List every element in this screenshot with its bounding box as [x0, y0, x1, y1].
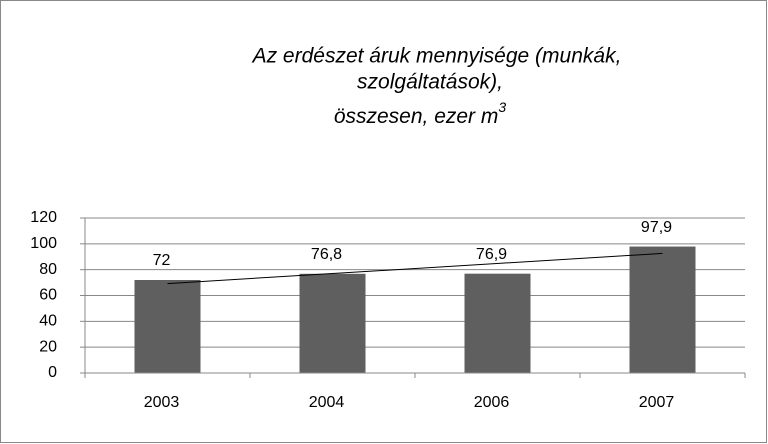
- y-tick-label: 0: [48, 364, 57, 381]
- bar: [464, 273, 531, 373]
- y-tick-label: 100: [30, 235, 57, 252]
- x-tick-label: 2004: [309, 394, 345, 411]
- value-label: 72: [153, 252, 171, 269]
- chart-title: összesen, ezer m: [334, 105, 499, 128]
- chart-title: Az erdészet áruk mennyisége (munkák,: [251, 45, 622, 68]
- y-tick-label: 40: [39, 313, 57, 330]
- trendline: [167, 252, 663, 285]
- bar: [629, 246, 696, 373]
- x-tick-label: 2006: [474, 394, 510, 411]
- value-label: 76,8: [311, 246, 342, 263]
- value-label: 76,9: [476, 246, 507, 263]
- x-tick-label: 2007: [639, 394, 675, 411]
- chart-title: szolgáltatások),: [357, 71, 503, 94]
- y-tick-label: 80: [39, 261, 57, 278]
- y-tick-label: 120: [30, 209, 57, 226]
- bar: [134, 280, 201, 373]
- value-label: 97,9: [641, 219, 672, 236]
- chart-title: összesen, ezer m3: [334, 99, 507, 128]
- bar: [299, 273, 366, 373]
- y-tick-label: 60: [39, 287, 57, 304]
- y-tick-label: 20: [39, 338, 57, 355]
- title-superscript: 3: [498, 99, 506, 115]
- x-tick-label: 2003: [144, 394, 180, 411]
